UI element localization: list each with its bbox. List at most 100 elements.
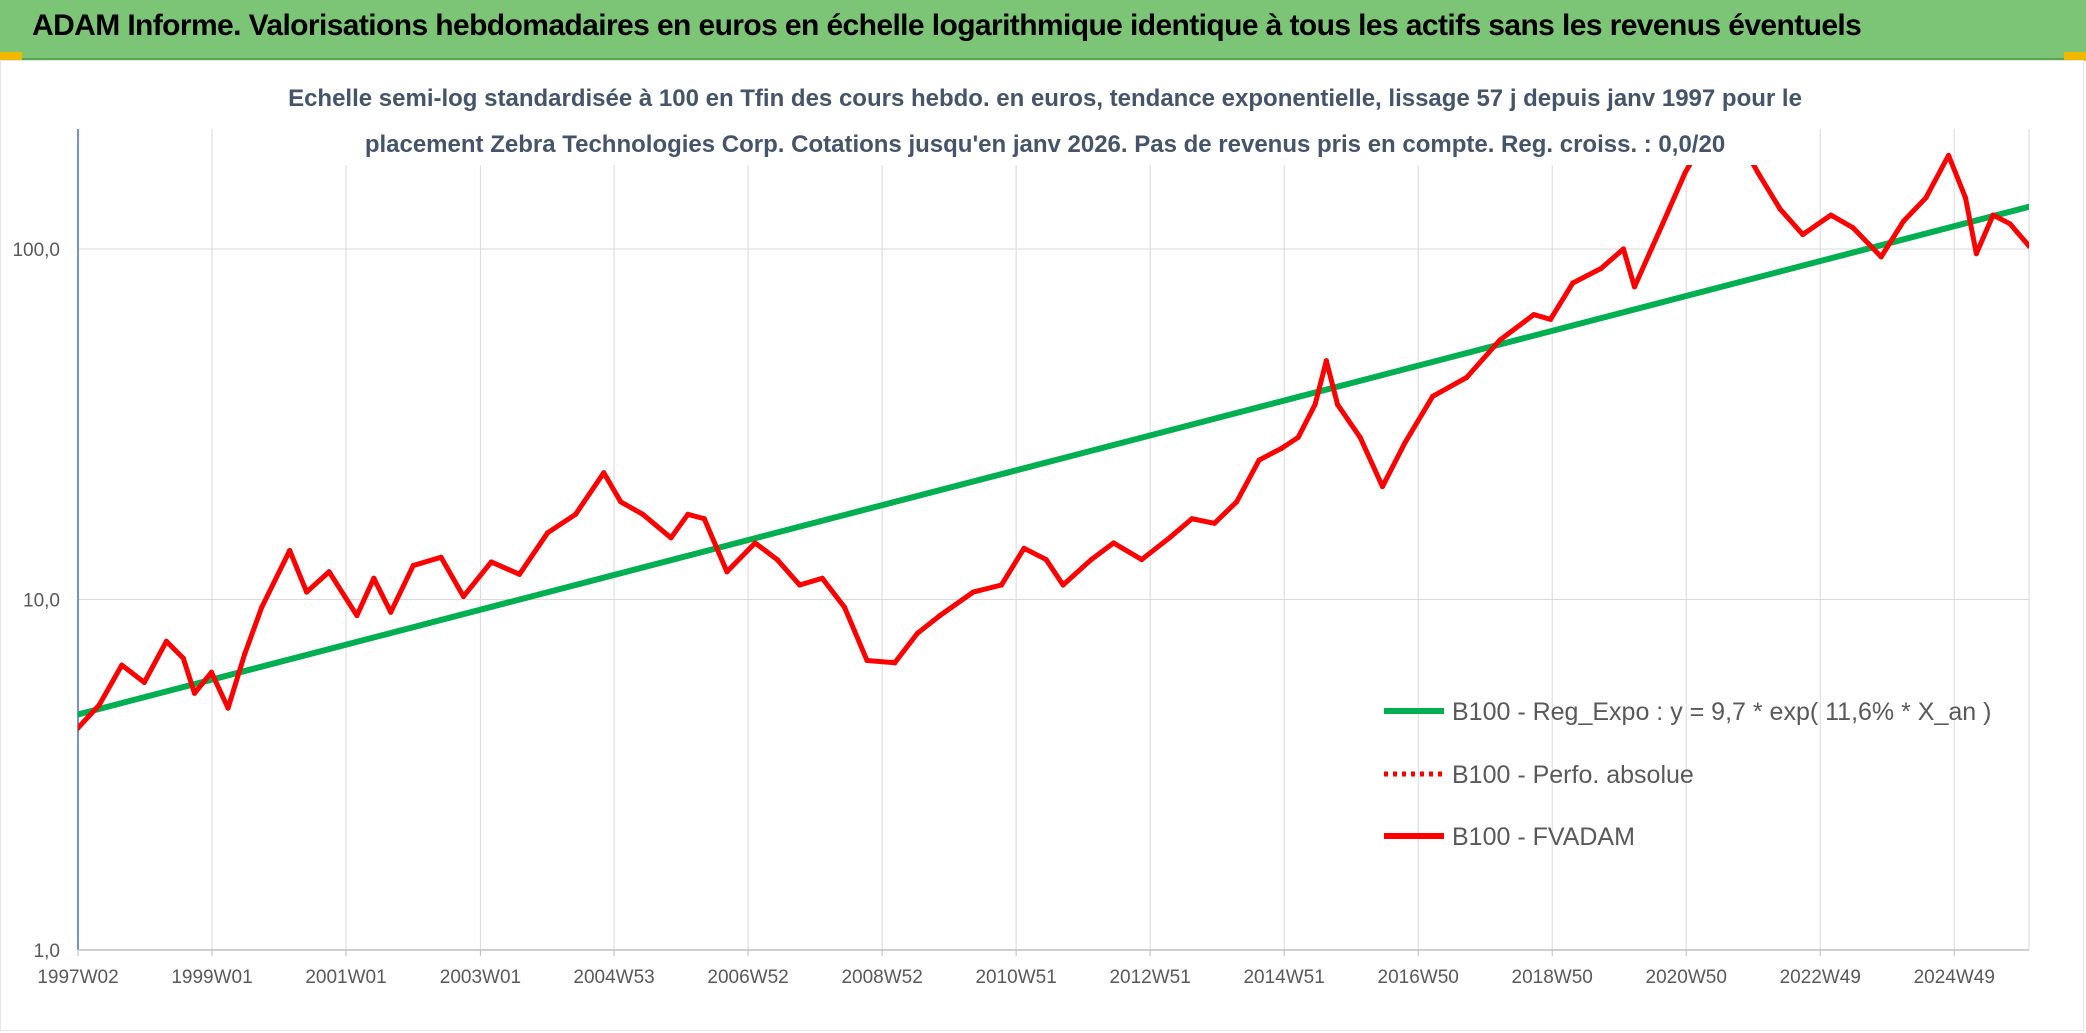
fvadam-point <box>1402 440 1408 446</box>
fvadam-point <box>1660 221 1666 227</box>
fvadam-point <box>488 559 494 565</box>
grid <box>77 129 2030 951</box>
fvadam-point <box>1962 195 1969 201</box>
fvadam-point <box>1379 483 1386 490</box>
page-title: ADAM Informe. Valorisations hebdomadaire… <box>32 9 1862 42</box>
fvadam-point <box>287 547 293 554</box>
fvadam-point <box>410 562 416 569</box>
x-tick-label: 2008W52 <box>841 967 922 988</box>
fvadam-point <box>1570 280 1576 286</box>
fvadam-point <box>685 511 691 517</box>
fvadam-point <box>1430 393 1436 399</box>
y-tick-label: 10,0 <box>23 591 60 612</box>
fvadam-point <box>1497 337 1503 343</box>
fvadam-point <box>1900 218 1907 224</box>
fvadam-point <box>1110 540 1117 546</box>
fvadam-point <box>572 511 579 517</box>
fvadam-point <box>304 589 310 595</box>
fvadam-point <box>1334 401 1341 408</box>
fvadam-point <box>259 604 265 610</box>
fvadam-point <box>141 679 147 686</box>
x-tick-label: 2001W01 <box>305 967 386 988</box>
fvadam-point <box>1923 195 1929 201</box>
fvadam-point <box>354 612 360 619</box>
fvadam-point <box>208 669 215 675</box>
fvadam-point <box>326 569 332 575</box>
y-tick-label: 1,0 <box>34 941 60 962</box>
fvadam-point <box>225 705 231 711</box>
fvadam-point <box>774 556 780 563</box>
fvadam-point <box>163 638 169 644</box>
x-tick-label: 2012W51 <box>1109 967 1190 988</box>
x-tick-label: 1999W01 <box>171 967 252 988</box>
fvadam-point <box>1777 206 1783 212</box>
fvadam-point <box>2007 221 2013 227</box>
fvadam-point <box>1256 457 1262 463</box>
fvadam-point <box>191 690 198 696</box>
fvadam-point <box>119 662 125 668</box>
fvadam-point <box>180 655 186 661</box>
fvadam-point <box>1088 556 1094 563</box>
fvadam-point <box>970 589 976 595</box>
fvadam-point <box>438 554 444 560</box>
fvadam-point <box>1464 374 1470 381</box>
legend-label: B100 - Reg_Expo : y = 9,7 * exp( 11,6% *… <box>1452 698 1991 726</box>
fvadam-point <box>797 582 803 588</box>
x-tick-label: 2003W01 <box>440 967 521 988</box>
fvadam-point <box>242 651 248 657</box>
fvadam-point <box>1043 556 1049 563</box>
fvadam-point <box>724 569 730 575</box>
x-tick-label: 2006W52 <box>707 967 788 988</box>
x-tick-label: 2014W51 <box>1243 967 1324 988</box>
chart: 1997W02 1999W01 2001W01 2003W01 2004W53 2006W… <box>12 65 2030 988</box>
fvadam-point <box>388 609 394 615</box>
fvadam-point <box>601 470 607 476</box>
fvadam-point <box>2026 243 2029 249</box>
trend-series <box>78 203 2029 718</box>
fvadam-point <box>1166 535 1173 541</box>
x-tick-label: 1997W02 <box>37 967 118 988</box>
fvadam-point <box>819 575 825 581</box>
chart-title-line-2: placement Zebra Technologies Corp. Cotat… <box>365 131 1725 158</box>
y-tick-label: 100,0 <box>12 240 60 261</box>
chart-title: Echelle semi-log standardisée à 100 en T… <box>286 65 1806 165</box>
fvadam-point <box>841 604 848 610</box>
fvadam-point <box>1945 152 1952 158</box>
fvadam-point <box>1755 170 1761 176</box>
fvadam-point <box>1990 212 1996 218</box>
fvadam-point <box>1878 254 1884 260</box>
legend-label: B100 - FVADAM <box>1452 823 1635 851</box>
fvadam-point <box>701 516 707 522</box>
fvadam-point <box>1295 434 1301 441</box>
fvadam-point <box>516 571 523 577</box>
fvadam-point <box>460 593 467 600</box>
chart-frame: 1997W02 1999W01 2001W01 2003W01 2004W53 2006W… <box>0 60 2084 1031</box>
fvadam-point <box>864 657 870 664</box>
legend-label: B100 - Perfo. absolue <box>1452 761 1694 789</box>
fvadam-point <box>1234 499 1240 505</box>
fvadam-point <box>1139 556 1145 563</box>
fvadam-point <box>998 582 1005 588</box>
fvadam-point <box>618 499 624 505</box>
fvadam-point <box>545 530 551 536</box>
x-tick-label: 2018W50 <box>1512 967 1593 988</box>
corner-marker <box>2064 52 2086 61</box>
axes: 1997W02 1999W01 2001W01 2003W01 2004W53 2006W… <box>12 129 2029 988</box>
fvadam-point <box>1598 265 1604 272</box>
fvadam-point <box>78 725 81 731</box>
fvadam-point <box>1278 445 1285 451</box>
fvadam-point <box>1189 516 1195 522</box>
fvadam-point <box>1531 311 1537 318</box>
fvadam-point <box>1800 231 1806 238</box>
fvadam-point <box>668 535 674 541</box>
chart-title-line-1: Echelle semi-log standardisée à 100 en T… <box>288 85 1802 112</box>
header-bar: ADAM Informe. Valorisations hebdomadaire… <box>0 0 2086 60</box>
fvadam-point <box>914 630 920 637</box>
fvadam-point <box>1021 545 1027 551</box>
fvadam-point <box>1357 434 1363 441</box>
x-tick-label: 2020W50 <box>1646 967 1727 988</box>
fvadam-point <box>892 660 898 666</box>
x-tick-label: 2022W49 <box>1780 967 1861 988</box>
fvadam-point <box>752 540 758 546</box>
x-tick-label: 2024W49 <box>1914 967 1995 988</box>
